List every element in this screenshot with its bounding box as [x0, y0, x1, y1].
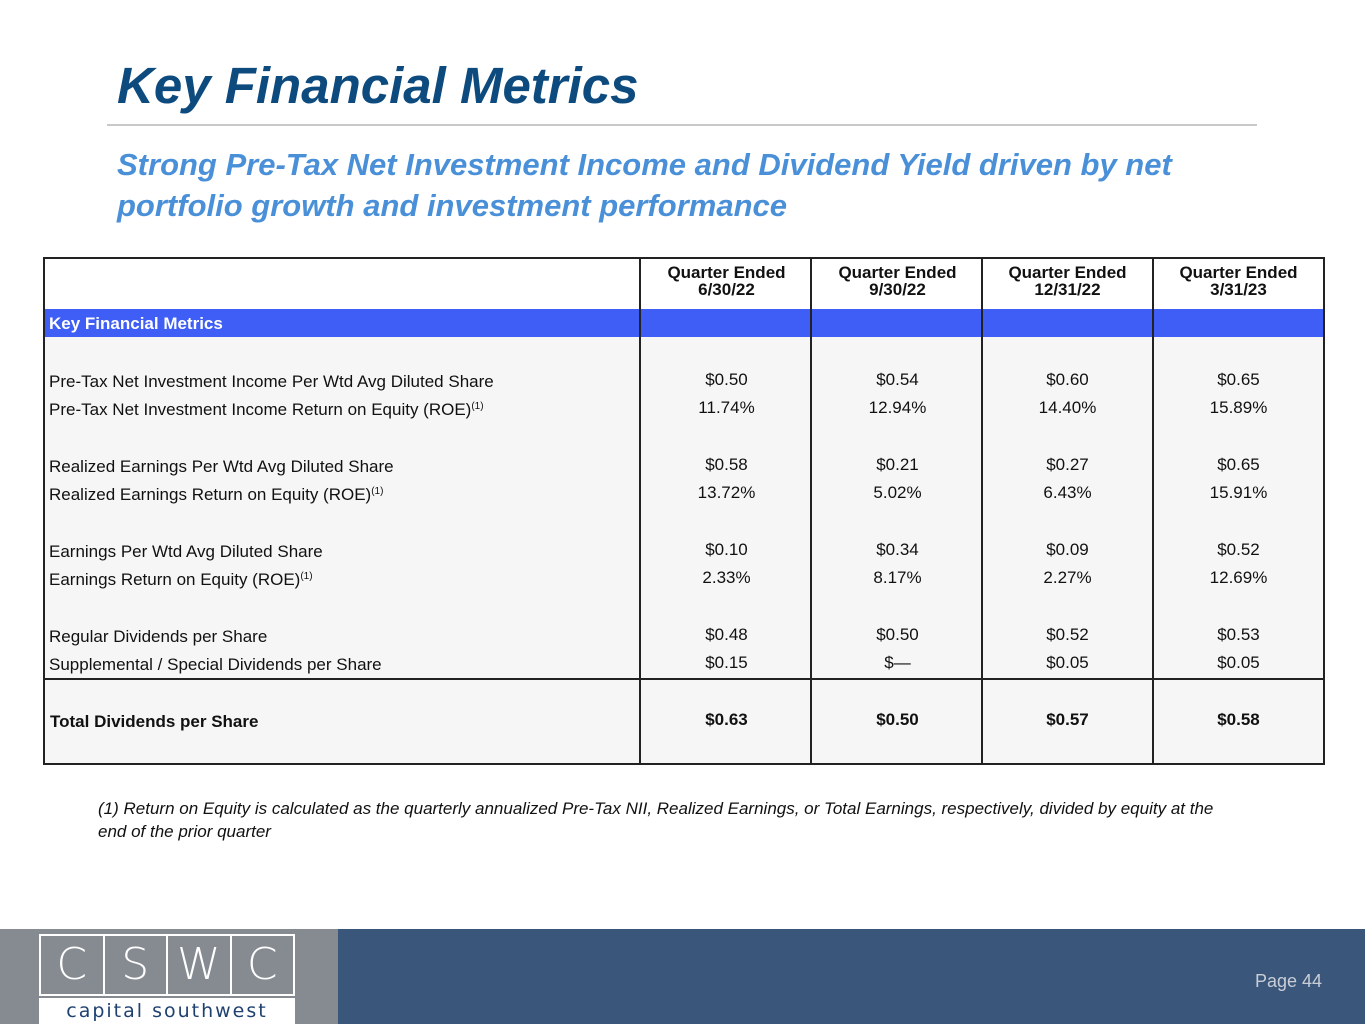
logo-letter: C	[246, 939, 278, 990]
slide-subtitle: Strong Pre-Tax Net Investment Income and…	[117, 147, 1172, 223]
table-cell: $0.48	[705, 625, 748, 644]
page-number: Page 44	[1254, 971, 1322, 991]
row-label-earnings-roe: Earnings Return on Equity (ROE)(1)	[49, 570, 313, 590]
column-header-q2-line1: Quarter Ended	[838, 263, 957, 282]
table-cell: 5.02%	[873, 483, 922, 502]
column-divider	[639, 259, 641, 763]
total-cell: $0.58	[1217, 710, 1260, 729]
column-header-q3-line1: Quarter Ended	[1008, 263, 1127, 282]
row-label-text: Earnings Return on Equity (ROE)	[49, 570, 301, 589]
footnote-marker: (1)	[471, 401, 484, 412]
column-header-q3: Quarter Ended 12/31/22	[983, 264, 1152, 298]
row-label-earnings-per-share: Earnings Per Wtd Avg Diluted Share	[49, 542, 323, 562]
total-cell: $0.57	[1046, 710, 1089, 729]
table-cell: 2.27%	[1043, 568, 1092, 587]
table-cell: 6.43%	[1043, 483, 1092, 502]
table-cell: $0.05	[1046, 653, 1089, 672]
footnote: (1) Return on Equity is calculated as th…	[98, 799, 1214, 841]
table-cell: 12.94%	[868, 398, 927, 417]
row-label-text: Regular Dividends per Share	[49, 627, 268, 646]
table-cell: 15.91%	[1209, 483, 1268, 502]
table-cell: $0.60	[1046, 370, 1089, 389]
table-cell: $0.50	[876, 625, 919, 644]
table-cell: $0.53	[1217, 625, 1260, 644]
row-label-pretax-nii-roe: Pre-Tax Net Investment Income Return on …	[49, 400, 484, 420]
column-header-q1: Quarter Ended 6/30/22	[642, 264, 811, 298]
table-cell: 8.17%	[873, 568, 922, 587]
table-cell: $0.09	[1046, 540, 1089, 559]
section-header-bar: Key Financial Metrics	[45, 309, 1323, 337]
total-cell: $0.63	[705, 710, 748, 729]
column-divider	[1152, 259, 1154, 763]
row-label-text: Earnings Per Wtd Avg Diluted Share	[49, 542, 323, 561]
column-header-q1-line1: Quarter Ended	[667, 263, 786, 282]
table-cell: 15.89%	[1209, 398, 1268, 417]
table-cell: $—	[884, 653, 911, 672]
metrics-table: Quarter Ended 6/30/22 Quarter Ended 9/30…	[43, 257, 1325, 765]
table-cell: $0.52	[1217, 540, 1260, 559]
table-cell: 12.69%	[1209, 568, 1268, 587]
table-cell: $0.34	[876, 540, 919, 559]
table-cell: 2.33%	[702, 568, 751, 587]
row-label-pretax-nii-per-share: Pre-Tax Net Investment Income Per Wtd Av…	[49, 372, 494, 392]
row-label-text: Pre-Tax Net Investment Income Return on …	[49, 400, 472, 419]
logo-letter: W	[168, 936, 232, 994]
table-cell: $0.65	[1217, 455, 1260, 474]
title-divider	[107, 124, 1257, 126]
table-cell: $0.52	[1046, 625, 1089, 644]
footnote-marker: (1)	[371, 486, 384, 497]
company-logo: C S W C	[39, 934, 295, 996]
table-cell: $0.58	[705, 455, 748, 474]
column-divider	[810, 259, 812, 763]
section-header-label: Key Financial Metrics	[49, 314, 223, 333]
table-cell: $0.65	[1217, 370, 1260, 389]
row-label-text: Realized Earnings Per Wtd Avg Diluted Sh…	[49, 457, 394, 476]
table-cell: 13.72%	[697, 483, 756, 502]
total-cell: $0.50	[876, 710, 919, 729]
row-label-regular-dividends: Regular Dividends per Share	[49, 627, 267, 647]
table-cell: $0.05	[1217, 653, 1260, 672]
table-cell: 14.40%	[1038, 398, 1097, 417]
logo-tagline: capital southwest	[39, 998, 295, 1024]
slide-title: Key Financial Metrics	[117, 57, 639, 114]
footnote-marker: (1)	[300, 571, 313, 582]
logo-letter: C	[41, 936, 105, 994]
table-cell: $0.21	[876, 455, 919, 474]
table-cell: $0.50	[705, 370, 748, 389]
row-label-text: Realized Earnings Return on Equity (ROE)	[49, 485, 372, 504]
row-label-realized-earnings-roe: Realized Earnings Return on Equity (ROE)…	[49, 485, 383, 505]
column-header-q4: Quarter Ended 3/31/23	[1154, 264, 1323, 298]
table-cell: $0.15	[705, 653, 748, 672]
table-cell: 11.74%	[698, 398, 755, 417]
column-divider	[981, 259, 983, 763]
total-row-divider	[45, 678, 1323, 680]
table-cell: $0.27	[1046, 455, 1089, 474]
table-header-row: Quarter Ended 6/30/22 Quarter Ended 9/30…	[45, 259, 1323, 309]
table-cell: $0.54	[876, 370, 919, 389]
row-label-realized-earnings-per-share: Realized Earnings Per Wtd Avg Diluted Sh…	[49, 457, 394, 477]
column-header-q1-line2: 6/30/22	[698, 280, 755, 299]
column-header-q2: Quarter Ended 9/30/22	[813, 264, 982, 298]
column-header-q2-line2: 9/30/22	[869, 280, 926, 299]
column-header-q4-line2: 3/31/23	[1210, 280, 1267, 299]
total-row-label: Total Dividends per Share	[50, 712, 259, 731]
column-header-q3-line2: 12/31/22	[1034, 280, 1101, 299]
logo-letter: S	[105, 936, 168, 994]
row-label-text: Pre-Tax Net Investment Income Per Wtd Av…	[49, 372, 494, 391]
row-label-text: Supplemental / Special Dividends per Sha…	[49, 655, 382, 674]
table-cell: $0.10	[705, 540, 748, 559]
column-header-q4-line1: Quarter Ended	[1179, 263, 1298, 282]
row-label-supplemental-dividends: Supplemental / Special Dividends per Sha…	[49, 655, 382, 675]
